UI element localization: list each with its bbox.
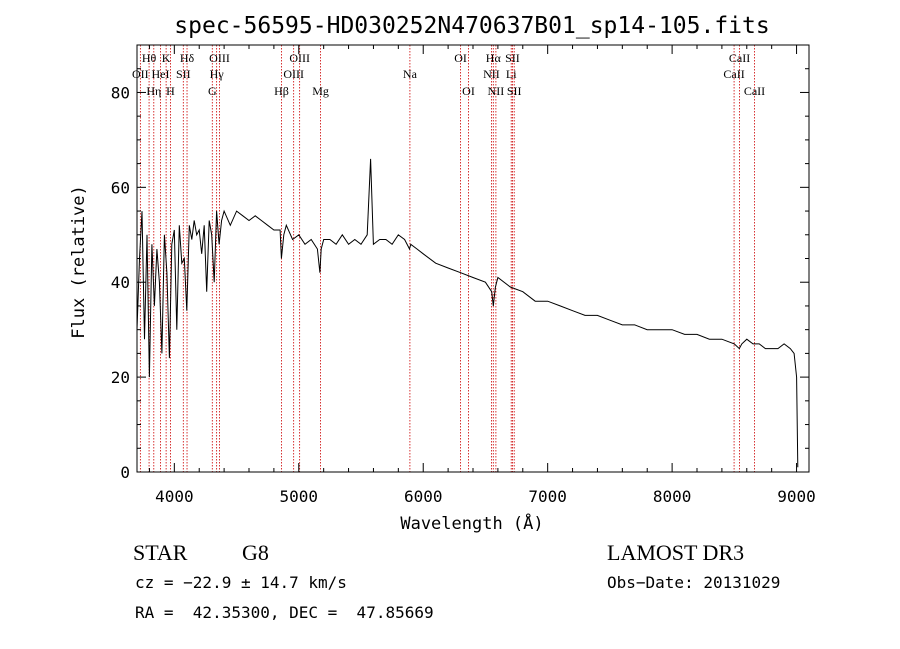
line-label-6: Hδ <box>180 51 195 65</box>
line-label-26: CaII <box>744 84 765 98</box>
line-label-21: SII <box>505 51 520 65</box>
x-tick-label-9000: 9000 <box>777 487 816 506</box>
x-tick-label-8000: 8000 <box>653 487 692 506</box>
line-label-7: SII <box>176 67 191 81</box>
line-label-16: OI <box>454 51 467 65</box>
y-tick-label-0: 0 <box>120 463 130 482</box>
emission-line-markers <box>139 45 755 472</box>
object-subclass: G8 <box>242 540 269 565</box>
line-label-18: Hα <box>486 51 502 65</box>
line-label-22: Li <box>506 67 517 81</box>
ra-dec: RA = 42.35300, DEC = 47.85669 <box>135 603 434 622</box>
line-label-25: CaII <box>723 67 744 81</box>
line-label-17: OI <box>462 84 475 98</box>
y-tick-label-40: 40 <box>111 273 130 292</box>
line-label-2: Hη <box>146 84 161 98</box>
x-tick-label-5000: 5000 <box>280 487 319 506</box>
line-label-23: SII <box>507 84 522 98</box>
line-label-8: OIII <box>209 51 230 65</box>
object-class: STAR <box>133 540 188 565</box>
plot-frame <box>136 44 810 473</box>
line-label-20: NII <box>488 84 505 98</box>
line-label-24: CaII <box>729 51 750 65</box>
y-tick-label-20: 20 <box>111 368 130 387</box>
line-label-5: H <box>166 84 175 98</box>
redshift-cz: cz = −22.9 ± 14.7 km/s <box>135 573 347 592</box>
line-label-9: Hγ <box>210 67 225 81</box>
line-label-10: G <box>208 84 217 98</box>
line-label-11: Hβ <box>274 84 289 98</box>
x-tick-label-4000: 4000 <box>155 487 194 506</box>
survey-name: LAMOST DR3 <box>607 540 745 565</box>
y-tick-label-80: 80 <box>111 83 130 102</box>
axis-ticks: 4000 5000 6000 7000 8000 9000 0 20 40 60 80 <box>111 45 816 506</box>
line-label-1: OII <box>132 67 149 81</box>
y-axis-label: Flux (relative) <box>69 185 89 339</box>
line-label-3: K <box>162 51 171 65</box>
line-label-19: NII <box>483 67 500 81</box>
x-tick-label-6000: 6000 <box>404 487 443 506</box>
line-label-4: HeI <box>152 67 170 81</box>
line-label-15: Na <box>403 67 418 81</box>
spectrum-line <box>136 158 799 468</box>
x-axis-label: Wavelength (Å) <box>400 512 543 534</box>
x-tick-label-7000: 7000 <box>528 487 567 506</box>
line-label-12: OIII <box>289 51 310 65</box>
emission-line-labels: Hθ OII Hη K HeI H Hδ SII OIII Hγ G Hβ OIII OIII Mg Na OI… <box>132 51 765 98</box>
y-tick-label-60: 60 <box>111 178 130 197</box>
line-label-13: OIII <box>283 67 304 81</box>
chart-title: spec-56595-HD030252N470637B01_sp14-105.f… <box>174 13 769 39</box>
obs-date: Obs−Date: 20131029 <box>607 573 781 592</box>
line-label-0: Hθ <box>142 51 157 65</box>
line-label-14: Mg <box>312 84 329 98</box>
